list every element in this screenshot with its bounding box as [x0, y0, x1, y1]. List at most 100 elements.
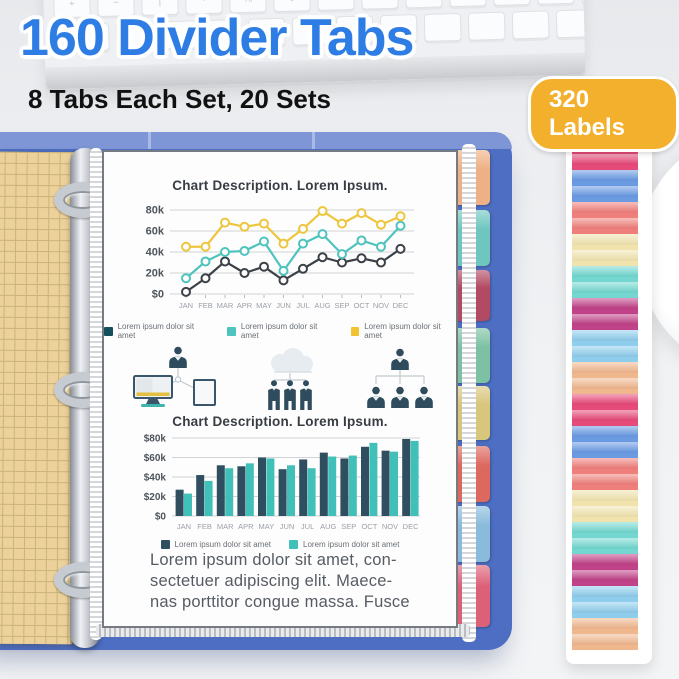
svg-text:$80k: $80k — [144, 434, 167, 445]
svg-text:$0: $0 — [152, 289, 164, 301]
data-point — [278, 275, 289, 286]
svg-text:SEP: SEP — [334, 301, 349, 310]
svg-text:OCT: OCT — [354, 301, 370, 310]
svg-text:SEP: SEP — [341, 522, 356, 531]
data-point — [298, 238, 308, 249]
label-block — [572, 618, 638, 650]
legend-swatch — [104, 326, 113, 336]
bar — [184, 493, 192, 516]
data-point — [220, 217, 230, 228]
legend-item: Lorem ipsum dolor sit amet — [289, 540, 399, 549]
data-point — [181, 273, 191, 284]
svg-text:60k: 60k — [146, 226, 165, 238]
bar — [299, 459, 308, 516]
binder-groove — [148, 132, 151, 149]
line-chart-legend: Lorem ipsum dolor sit amet Lorem ipsum do… — [104, 322, 456, 340]
legend-label: Lorem ipsum dolor sit amet — [364, 322, 441, 340]
data-point — [337, 249, 347, 260]
svg-text:APR: APR — [237, 301, 253, 310]
legend-label: Lorem ipsum dolor sit amet — [174, 540, 271, 549]
data-point — [376, 241, 386, 252]
svg-text:AUG: AUG — [314, 301, 330, 310]
bar — [225, 468, 234, 516]
bar — [328, 456, 337, 516]
svg-text:$20k: $20k — [144, 492, 167, 503]
svg-text:OCT: OCT — [361, 522, 377, 531]
line-chart-title: Chart Description. Lorem Ipsum. — [172, 178, 388, 193]
subtitle: 8 Tabs Each Set, 20 Sets — [28, 84, 331, 114]
bar — [348, 455, 357, 516]
svg-text:JUL: JUL — [296, 301, 309, 310]
document-page: Chart Description. Lorem Ipsum. $0 20k 40k… — [102, 150, 458, 628]
main-title: 160 Divider Tabs — [20, 9, 414, 67]
data-point — [220, 247, 230, 257]
data-point — [220, 256, 230, 267]
data-point — [317, 206, 328, 217]
protector-edge-right — [462, 144, 476, 642]
keyboard-key — [511, 10, 550, 40]
data-point — [317, 252, 328, 263]
bar — [402, 438, 411, 516]
bar — [287, 465, 295, 516]
svg-text:JAN: JAN — [177, 522, 191, 531]
bar — [175, 489, 184, 516]
protector-edge-left — [90, 148, 102, 640]
keyboard-key: − — [492, 0, 531, 6]
cloud-team-icon — [268, 348, 313, 410]
label-block — [572, 554, 638, 586]
legend-item: Lorem ipsum dolor sit amet — [160, 540, 271, 549]
bar-chart-title: Chart Description. Lorem Ipsum. — [172, 414, 388, 429]
data-point — [181, 286, 191, 297]
label-block — [572, 234, 638, 266]
keyboard-key — [467, 11, 506, 41]
svg-text:NOV: NOV — [382, 522, 398, 531]
data-point — [337, 218, 347, 229]
sheet-protector: Chart Description. Lorem Ipsum. $0 20k 40k… — [90, 142, 482, 648]
legend-item: Lorem ipsum dolor sit amet — [227, 322, 332, 340]
label-block — [572, 170, 638, 202]
data-point — [395, 220, 406, 231]
label-block — [572, 522, 638, 554]
svg-text:MAY: MAY — [259, 522, 275, 531]
svg-text:MAY: MAY — [256, 301, 272, 310]
labels-badge: 320 Labels — [528, 76, 679, 152]
org-chart-icon — [367, 348, 433, 408]
legend-swatch — [289, 540, 298, 549]
svg-text:$40k: $40k — [144, 473, 167, 484]
data-point — [181, 241, 191, 252]
data-point — [239, 268, 250, 278]
bar — [390, 451, 398, 516]
legend-label: Lorem ipsum dolor sit amet — [303, 540, 400, 549]
label-strip — [566, 126, 652, 664]
data-point — [259, 218, 269, 229]
label-block — [572, 426, 638, 458]
line-chart: $0 20k 40k 60k 80k JAN FEB MAR APR MAY JUN JUL AUG SE… — [146, 205, 414, 310]
data-point — [395, 211, 406, 222]
paragraph-line: nas porttitor congue massa. Fusce — [150, 593, 410, 611]
svg-text:NOV: NOV — [373, 301, 389, 310]
bar — [410, 440, 419, 516]
keyboard-key: ~ — [448, 0, 487, 8]
svg-text:80k: 80k — [146, 205, 165, 217]
label-block — [572, 266, 638, 298]
data-point — [298, 223, 308, 234]
bar — [369, 442, 378, 516]
svg-text:40k: 40k — [146, 247, 165, 259]
keyboard-key: + — [536, 0, 575, 5]
svg-text:MAR: MAR — [217, 522, 234, 531]
bar-chart-legend: Lorem ipsum dolor sit amet Lorem ipsum do… — [104, 540, 456, 549]
svg-text:$0: $0 — [155, 512, 167, 523]
svg-text:20k: 20k — [146, 268, 165, 280]
legend-item: Lorem ipsum dolor sit amet — [104, 322, 209, 340]
bar-chart: $0 $20k $40k $60k $80k JAN FEB MAR APR MAY JUN JUL A… — [144, 434, 420, 531]
svg-text:MAR: MAR — [217, 301, 234, 310]
bar — [319, 452, 328, 516]
legend-label: Lorem ipsum dolor sit amet — [117, 322, 195, 340]
bar — [266, 458, 275, 516]
person-workstation-icon — [133, 346, 216, 407]
data-point — [376, 257, 386, 268]
svg-text:DEC: DEC — [403, 522, 419, 531]
svg-text:JUN: JUN — [280, 522, 295, 531]
legend-swatch — [227, 326, 236, 336]
binder-groove — [312, 132, 315, 149]
